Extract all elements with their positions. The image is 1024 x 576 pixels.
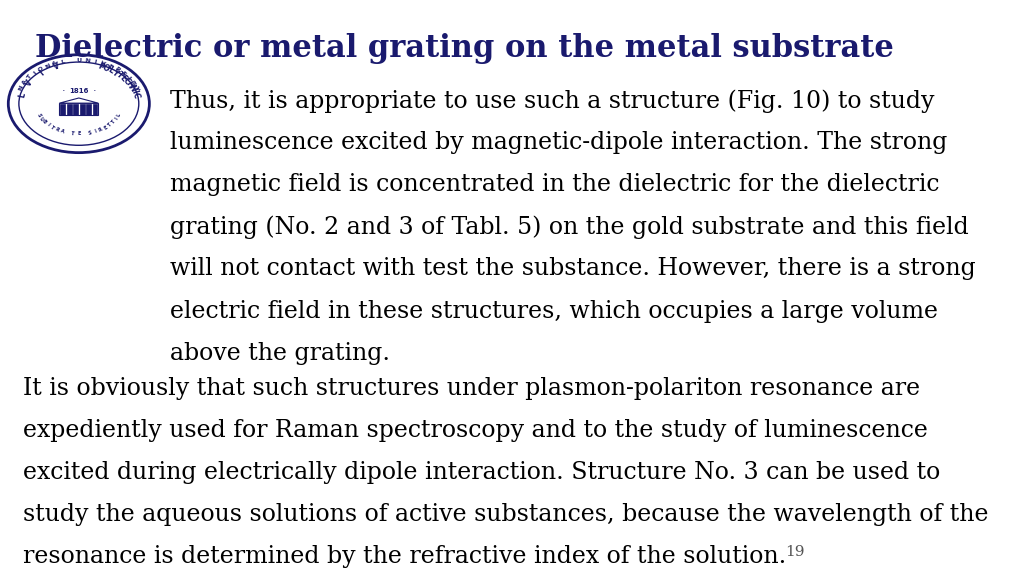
Text: Thus, it is appropriate to use such a structure (Fig. 10) to study: Thus, it is appropriate to use such a st… <box>170 89 935 113</box>
Text: E: E <box>118 73 128 83</box>
Text: T: T <box>111 119 117 125</box>
Text: P: P <box>96 61 104 72</box>
Text: T: T <box>26 74 33 81</box>
Text: C: C <box>130 92 140 99</box>
Text: grating (No. 2 and 3 of Tabl. 5) on the gold substrate and this field: grating (No. 2 and 3 of Tabl. 5) on the … <box>170 215 969 239</box>
Text: T: T <box>130 79 136 85</box>
Text: E: E <box>102 124 109 131</box>
Text: magnetic field is concentrated in the dielectric for the dielectric: magnetic field is concentrated in the di… <box>170 173 940 196</box>
Bar <box>73 104 78 115</box>
Text: T: T <box>106 122 113 128</box>
Text: I: I <box>94 129 97 134</box>
Text: electric field in these structures, which occupies a large volume: electric field in these structures, whic… <box>170 300 938 323</box>
Text: expediently used for Raman spectroscopy and to the study of luminescence: expediently used for Raman spectroscopy … <box>24 419 928 442</box>
Text: V: V <box>53 61 61 72</box>
Bar <box>59 103 98 115</box>
Text: ·: · <box>92 86 96 96</box>
Text: 1816: 1816 <box>70 89 88 94</box>
Text: B: B <box>41 119 47 125</box>
Text: N: N <box>44 63 51 70</box>
Text: E: E <box>106 63 114 70</box>
Text: V: V <box>24 78 35 88</box>
Text: resonance is determined by the refractive index of the solution.: resonance is determined by the refractiv… <box>24 545 786 569</box>
Text: N: N <box>84 58 90 64</box>
Text: U: U <box>76 58 81 63</box>
Text: A: A <box>22 79 29 86</box>
Text: Y: Y <box>133 85 139 90</box>
Text: Y: Y <box>111 67 120 78</box>
Text: I: I <box>126 75 131 80</box>
Text: O: O <box>37 66 44 73</box>
Text: I: I <box>32 71 37 76</box>
Text: R: R <box>98 127 103 133</box>
Text: U: U <box>38 116 44 122</box>
Text: S: S <box>36 112 42 118</box>
Polygon shape <box>59 98 98 103</box>
Text: study the aqueous solutions of active substances, because the wavelength of the: study the aqueous solutions of active su… <box>24 503 989 526</box>
Text: C: C <box>121 76 132 86</box>
Text: I: I <box>37 69 45 78</box>
Text: It is obviously that such structures under plasmon-polariton resonance are: It is obviously that such structures und… <box>24 377 921 400</box>
Text: V: V <box>99 60 105 67</box>
Text: N: N <box>18 84 25 91</box>
Text: L: L <box>116 112 122 118</box>
Text: N: N <box>127 83 137 93</box>
Bar <box>86 104 91 115</box>
Text: T: T <box>114 70 124 80</box>
Text: Dielectric or metal grating on the metal substrate: Dielectric or metal grating on the metal… <box>35 33 894 65</box>
Text: above the grating.: above the grating. <box>170 342 390 365</box>
Text: I: I <box>45 123 50 127</box>
Text: S: S <box>120 70 126 77</box>
Text: ·: · <box>61 86 66 96</box>
Bar <box>67 104 72 115</box>
Text: R: R <box>54 127 59 133</box>
Bar <box>92 104 97 115</box>
Text: H: H <box>124 79 135 89</box>
Text: 19: 19 <box>785 545 805 559</box>
Bar <box>80 104 85 115</box>
Text: T: T <box>49 124 55 131</box>
Text: L: L <box>17 92 28 98</box>
Text: will not contact with test the substance. However, there is a strong: will not contact with test the substance… <box>170 257 976 281</box>
Text: L: L <box>105 65 115 75</box>
Text: E: E <box>77 131 81 137</box>
Text: T: T <box>71 131 75 137</box>
Text: A: A <box>59 128 65 135</box>
Text: I: I <box>114 116 119 120</box>
Text: excited during electrically dipole interaction. Structure No. 3 can be used to: excited during electrically dipole inter… <box>24 461 940 484</box>
Bar <box>60 104 66 115</box>
Text: S: S <box>88 130 92 136</box>
Text: R: R <box>114 66 121 73</box>
Text: O: O <box>100 63 111 74</box>
Text: I: I <box>129 89 138 94</box>
Text: I: I <box>93 59 97 65</box>
Text: luminescence excited by magnetic-dipole interaction. The strong: luminescence excited by magnetic-dipole … <box>170 131 947 154</box>
Text: A: A <box>51 60 58 67</box>
Text: L: L <box>60 59 66 65</box>
